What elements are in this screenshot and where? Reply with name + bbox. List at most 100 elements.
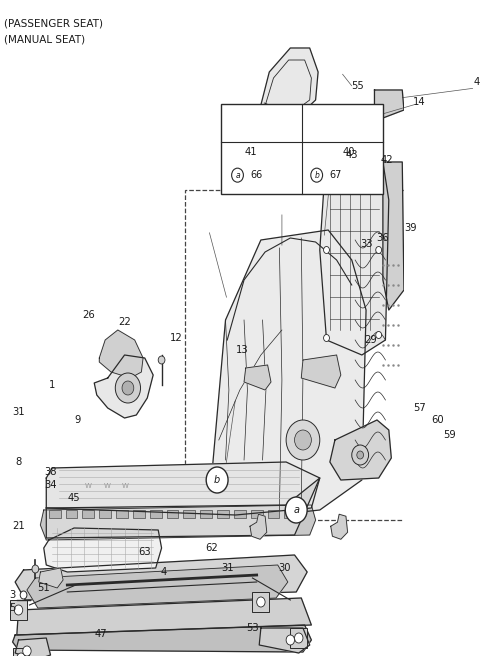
Text: (MANUAL SEAT): (MANUAL SEAT) — [4, 34, 85, 44]
Text: 33: 33 — [360, 239, 372, 249]
Circle shape — [324, 157, 329, 163]
Text: W: W — [122, 483, 129, 489]
Circle shape — [295, 633, 303, 643]
Circle shape — [14, 605, 23, 615]
Polygon shape — [259, 628, 310, 653]
Bar — [252, 592, 269, 612]
Bar — [83, 510, 94, 518]
Circle shape — [20, 591, 27, 599]
Polygon shape — [27, 565, 288, 608]
Bar — [12, 648, 29, 656]
Bar — [150, 510, 162, 518]
Polygon shape — [99, 330, 143, 378]
Bar — [99, 510, 111, 518]
Bar — [66, 510, 77, 518]
Circle shape — [257, 597, 265, 607]
Polygon shape — [15, 638, 50, 656]
Circle shape — [232, 168, 243, 182]
Text: 47: 47 — [95, 629, 108, 639]
Text: 45: 45 — [68, 493, 80, 503]
Circle shape — [352, 445, 369, 465]
Text: 66: 66 — [250, 170, 262, 180]
Text: 5: 5 — [10, 603, 16, 613]
Text: 42: 42 — [381, 155, 394, 165]
Circle shape — [158, 356, 165, 364]
Polygon shape — [259, 48, 318, 112]
Polygon shape — [320, 148, 389, 355]
Circle shape — [286, 420, 320, 460]
Polygon shape — [40, 505, 315, 540]
Text: 1: 1 — [49, 380, 55, 390]
Circle shape — [376, 331, 382, 338]
Circle shape — [122, 381, 134, 395]
Polygon shape — [94, 355, 153, 418]
Text: 36: 36 — [377, 233, 389, 243]
Polygon shape — [250, 514, 267, 539]
Polygon shape — [244, 365, 271, 390]
Polygon shape — [202, 230, 366, 520]
Text: 43: 43 — [346, 150, 358, 160]
Circle shape — [286, 635, 295, 645]
Circle shape — [324, 335, 329, 342]
Text: 57: 57 — [413, 403, 425, 413]
Bar — [285, 510, 296, 518]
Text: a: a — [293, 505, 299, 515]
Text: 29: 29 — [364, 335, 377, 345]
Polygon shape — [331, 514, 348, 539]
Polygon shape — [39, 568, 63, 588]
Circle shape — [17, 653, 25, 656]
Bar — [200, 510, 212, 518]
Text: W: W — [85, 483, 92, 489]
Bar — [290, 628, 307, 648]
Text: 60: 60 — [432, 415, 444, 425]
Polygon shape — [46, 462, 320, 515]
Bar — [268, 510, 279, 518]
Circle shape — [324, 247, 329, 253]
Circle shape — [206, 467, 228, 493]
Circle shape — [376, 247, 382, 253]
Circle shape — [376, 157, 382, 163]
Text: 14: 14 — [413, 97, 425, 107]
Text: a: a — [235, 171, 240, 180]
Text: 63: 63 — [138, 547, 151, 557]
Bar — [217, 510, 229, 518]
Bar — [251, 510, 263, 518]
Text: 59: 59 — [443, 430, 456, 440]
Text: 55: 55 — [351, 81, 364, 91]
Bar — [221, 104, 383, 194]
Text: 9: 9 — [74, 415, 81, 425]
Text: 8: 8 — [15, 457, 22, 467]
Circle shape — [433, 540, 442, 550]
Polygon shape — [46, 478, 320, 538]
Text: 31: 31 — [12, 407, 25, 417]
Bar — [167, 510, 179, 518]
Bar — [183, 510, 195, 518]
Circle shape — [295, 430, 312, 450]
Polygon shape — [12, 625, 312, 652]
Text: 67: 67 — [329, 170, 341, 180]
Polygon shape — [301, 355, 341, 388]
Polygon shape — [374, 90, 404, 118]
Text: W: W — [103, 483, 110, 489]
Text: 31: 31 — [221, 563, 234, 573]
Text: 53: 53 — [246, 623, 259, 633]
Text: 21: 21 — [12, 521, 25, 531]
Text: b: b — [214, 475, 220, 485]
Text: 34: 34 — [44, 480, 57, 490]
Text: 46: 46 — [473, 77, 480, 87]
Text: 62: 62 — [206, 543, 218, 553]
Bar — [234, 510, 246, 518]
Text: 39: 39 — [404, 223, 417, 233]
Circle shape — [285, 497, 307, 523]
Text: 40: 40 — [343, 147, 356, 157]
Circle shape — [311, 168, 323, 182]
Text: 26: 26 — [82, 310, 95, 320]
Text: 22: 22 — [118, 317, 131, 327]
Text: 13: 13 — [236, 345, 249, 355]
Circle shape — [424, 529, 434, 541]
Polygon shape — [15, 555, 307, 600]
Bar — [133, 510, 145, 518]
Polygon shape — [383, 162, 404, 310]
Circle shape — [357, 451, 363, 459]
Text: b: b — [314, 171, 319, 180]
